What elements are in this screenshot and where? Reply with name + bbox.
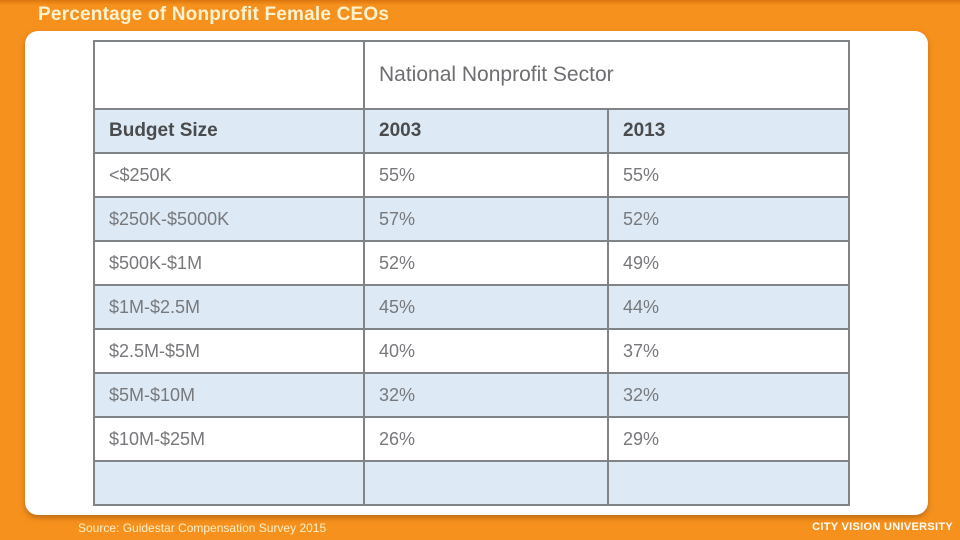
value-2013-cell: 49% — [607, 240, 850, 286]
budget-cell — [93, 460, 365, 506]
city-vision-university-logo: CITY VISION UNIVERSITY — [812, 521, 953, 533]
value-2013-cell: 55% — [607, 152, 850, 198]
value-2003-cell: 32% — [363, 372, 609, 418]
value-2013-cell: 52% — [607, 196, 850, 242]
budget-cell: $10M-$25M — [93, 416, 365, 462]
budget-cell: <$250K — [93, 152, 365, 198]
table-row: <$250K 55% 55% — [93, 152, 850, 198]
column-header-budget: Budget Size — [93, 108, 365, 154]
value-2013-cell: 32% — [607, 372, 850, 418]
column-header-row: Budget Size 2003 2013 — [93, 108, 850, 154]
budget-cell: $500K-$1M — [93, 240, 365, 286]
content-card: National Nonprofit Sector Budget Size 20… — [25, 31, 928, 515]
column-header-2013: 2013 — [607, 108, 850, 154]
value-2003-cell: 57% — [363, 196, 609, 242]
source-citation: Source: Guidestar Compensation Survey 20… — [78, 521, 327, 535]
budget-cell: $1M-$2.5M — [93, 284, 365, 330]
value-2013-cell: 44% — [607, 284, 850, 330]
table-row: $2.5M-$5M 40% 37% — [93, 328, 850, 374]
value-2003-cell: 55% — [363, 152, 609, 198]
group-header-row: National Nonprofit Sector — [93, 40, 850, 110]
table-row: $500K-$1M 52% 49% — [93, 240, 850, 286]
budget-cell: $250K-$5000K — [93, 196, 365, 242]
group-header-cell: National Nonprofit Sector — [363, 40, 850, 110]
value-2003-cell: 52% — [363, 240, 609, 286]
value-2003-cell — [363, 460, 609, 506]
budget-cell: $2.5M-$5M — [93, 328, 365, 374]
slide-title: Percentage of Nonprofit Female CEOs — [38, 4, 390, 25]
table-row: $10M-$25M 26% 29% — [93, 416, 850, 462]
value-2013-cell: 37% — [607, 328, 850, 374]
value-2003-cell: 40% — [363, 328, 609, 374]
table-row: $1M-$2.5M 45% 44% — [93, 284, 850, 330]
table-container: National Nonprofit Sector Budget Size 20… — [93, 40, 850, 506]
value-2003-cell: 45% — [363, 284, 609, 330]
corner-cell — [93, 40, 365, 110]
value-2013-cell: 29% — [607, 416, 850, 462]
table-row: $250K-$5000K 57% 52% — [93, 196, 850, 242]
budget-cell: $5M-$10M — [93, 372, 365, 418]
table-row: $5M-$10M 32% 32% — [93, 372, 850, 418]
female-ceo-table: National Nonprofit Sector Budget Size 20… — [93, 40, 850, 506]
table-row-empty — [93, 460, 850, 506]
column-header-2003: 2003 — [363, 108, 609, 154]
value-2003-cell: 26% — [363, 416, 609, 462]
value-2013-cell — [607, 460, 850, 506]
